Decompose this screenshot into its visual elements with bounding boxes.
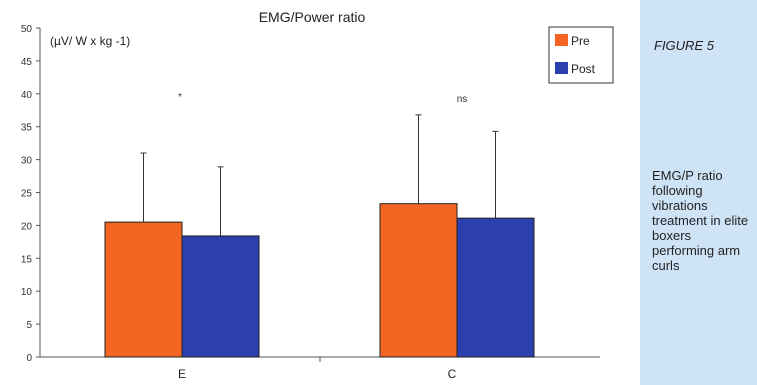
y-tick-label: 5	[26, 320, 32, 331]
figure-label: FIGURE 5	[654, 38, 714, 53]
annotations: * ns	[178, 92, 467, 105]
y-tick-label: 35	[21, 123, 33, 134]
bar-post-c	[456, 217, 535, 358]
y-tick-label: 10	[21, 287, 33, 298]
y-tick-label: 20	[21, 221, 33, 232]
bar-post-e	[181, 235, 260, 358]
legend-label-post: Post	[571, 62, 596, 76]
chart-title: EMG/Power ratio	[259, 9, 366, 25]
y-tick-label: 30	[21, 156, 33, 167]
legend-label-pre: Pre	[571, 34, 590, 48]
x-category-label: E	[178, 367, 186, 381]
x-category-label: C	[448, 367, 457, 381]
legend: Pre Post	[548, 26, 614, 84]
y-tick-label: 0	[26, 353, 32, 364]
figure-caption: EMG/P ratio following vibrations treatme…	[652, 168, 749, 273]
significance-annotation: *	[178, 92, 182, 103]
y-tick-label: 25	[21, 189, 33, 200]
significance-annotation: ns	[457, 94, 468, 105]
y-axis-label: (µV/ W x kg -1)	[50, 34, 130, 48]
y-tick-label: 40	[21, 90, 33, 101]
bar-pre-c	[379, 203, 458, 358]
y-ticks: 0 5 10 15 20 25 30 35 40 45 50	[21, 24, 40, 364]
y-tick-label: 50	[21, 24, 33, 35]
legend-swatch-pre	[555, 34, 568, 46]
figure-side-panel: FIGURE 5 EMG/P ratio following vibration…	[640, 0, 757, 385]
bar-pre-e	[104, 221, 183, 358]
bars	[104, 114, 535, 358]
y-tick-label: 45	[21, 57, 33, 68]
emg-power-chart: EMG/Power ratio (µV/ W x kg -1) 0 5 10 15 20…	[21, 9, 614, 381]
y-tick-label: 15	[21, 254, 33, 265]
legend-swatch-post	[555, 62, 568, 74]
